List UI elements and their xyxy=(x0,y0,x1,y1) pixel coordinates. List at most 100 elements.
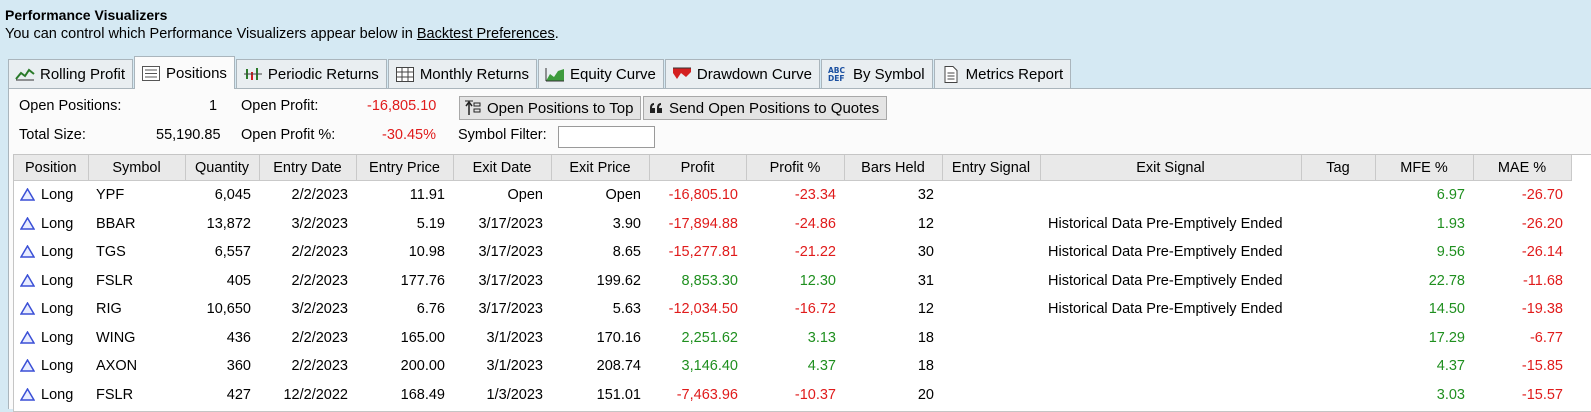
bars-held-cell: 32 xyxy=(917,187,934,204)
tab-label: Drawdown Curve xyxy=(696,65,812,83)
entry-price-cell: 6.76 xyxy=(416,301,445,318)
column-header[interactable]: Quantity xyxy=(185,155,260,181)
exit-price-cell: 208.74 xyxy=(596,358,641,375)
column-header[interactable]: Exit Signal xyxy=(1040,155,1302,181)
position-cell: Long xyxy=(14,381,88,410)
entry-price-cell: 11.91 xyxy=(409,187,445,204)
table-row[interactable]: Long YPF 6,045 2/2/2023 11.91 Open Open -16,805… xyxy=(14,181,1571,210)
profit-cell: -7,463.96 xyxy=(676,386,738,403)
column-header[interactable]: Tag xyxy=(1301,155,1376,181)
send-open-positions-to-quotes-button[interactable]: Send Open Positions to Quotes xyxy=(643,96,888,120)
table-row[interactable]: Long AXON 360 2/2/2023 200.00 3/1/2023 208.74 3… xyxy=(14,352,1571,381)
open-positions-to-top-button[interactable]: Open Positions to Top xyxy=(459,96,642,120)
bars-held-cell: 30 xyxy=(917,244,934,261)
quantity-cell: 10,650 xyxy=(206,301,251,318)
entry-date-cell: 3/2/2023 xyxy=(291,215,348,232)
button-label: Send Open Positions to Quotes xyxy=(669,99,880,117)
column-header[interactable]: Profit xyxy=(649,155,747,181)
bars-held-cell: 31 xyxy=(917,272,934,289)
entry-signal-cell xyxy=(942,324,1040,353)
symbol-cell: BBAR xyxy=(96,215,136,232)
column-header[interactable]: Entry Signal xyxy=(942,155,1041,181)
column-header[interactable]: MAE % xyxy=(1473,155,1572,181)
entry-price-cell: 168.49 xyxy=(400,386,445,403)
table-row[interactable]: Long TGS 6,557 2/2/2023 10.98 3/17/2023 8.65 -1… xyxy=(14,238,1571,267)
mae-cell: -26.14 xyxy=(1521,244,1563,261)
open-positions-label: Open Positions: xyxy=(19,98,122,114)
page-subtitle: You can control which Performance Visual… xyxy=(5,25,559,44)
position-label: Long xyxy=(41,386,74,403)
column-header[interactable]: Exit Price xyxy=(551,155,650,181)
position-cell: Long xyxy=(14,324,88,353)
tab-periodic-returns[interactable]: Periodic Returns xyxy=(235,59,387,88)
position-label: Long xyxy=(41,215,74,232)
positions-list-icon xyxy=(141,65,161,81)
tag-cell xyxy=(1301,352,1375,381)
position-label: Long xyxy=(41,272,74,289)
table-row[interactable]: Long FSLR 427 12/2/2022 168.49 1/3/2023 151.01… xyxy=(14,381,1571,410)
exit-signal-cell: Historical Data Pre-Emptively Ended xyxy=(1048,301,1283,318)
mae-cell: -19.38 xyxy=(1521,301,1563,318)
mfe-cell: 4.37 xyxy=(1436,358,1465,375)
exit-signal-cell xyxy=(1040,381,1301,410)
profit-cell: 3,146.40 xyxy=(681,358,738,375)
position-cell: Long xyxy=(14,267,88,296)
symbol-cell: WING xyxy=(96,329,136,346)
mfe-cell: 22.78 xyxy=(1428,272,1465,289)
exit-price-cell: 5.63 xyxy=(612,301,641,318)
column-header[interactable]: Bars Held xyxy=(844,155,943,181)
table-row[interactable]: Long BBAR 13,872 3/2/2023 5.19 3/17/2023 3.90 -… xyxy=(14,210,1571,239)
bars-held-cell: 12 xyxy=(917,301,934,318)
entry-signal-cell xyxy=(942,238,1040,267)
tab-by-symbol[interactable]: ABC DEF By Symbol xyxy=(820,59,933,88)
entry-signal-cell xyxy=(942,267,1040,296)
column-header[interactable]: Entry Price xyxy=(356,155,454,181)
tab-metrics-report[interactable]: Metrics Report xyxy=(933,59,1072,88)
tab-label: Periodic Returns xyxy=(267,65,379,83)
tag-cell xyxy=(1301,210,1375,239)
long-triangle-icon xyxy=(20,273,35,287)
table-row[interactable]: Long FSLR 405 2/2/2023 177.76 3/17/2023 199.62… xyxy=(14,267,1571,296)
entry-price-cell: 177.76 xyxy=(400,272,445,289)
entry-price-cell: 10.98 xyxy=(408,244,445,261)
svg-text:ABC: ABC xyxy=(828,66,846,75)
total-size-value: 55,190.85 xyxy=(156,127,221,143)
quantity-cell: 436 xyxy=(226,329,251,346)
quantity-cell: 360 xyxy=(226,358,251,375)
abc-def-icon: ABC DEF xyxy=(828,66,848,82)
exit-signal-cell: Historical Data Pre-Emptively Ended xyxy=(1048,215,1283,232)
position-label: Long xyxy=(41,329,74,346)
entry-date-cell: 2/2/2023 xyxy=(291,187,348,204)
symbol-cell: YPF xyxy=(96,187,125,204)
profit-pct-cell: -23.34 xyxy=(794,187,836,204)
column-header[interactable]: Profit % xyxy=(746,155,845,181)
table-row[interactable]: Long RIG 10,650 3/2/2023 6.76 3/17/2023 5.63 -1… xyxy=(14,295,1571,324)
exit-date-cell: 3/17/2023 xyxy=(478,301,543,318)
quantity-cell: 6,557 xyxy=(214,244,251,261)
exit-price-cell: 151.01 xyxy=(596,386,641,403)
tab-monthly-returns[interactable]: Monthly Returns xyxy=(387,59,538,88)
symbol-filter-input[interactable] xyxy=(558,126,655,148)
periodic-returns-icon xyxy=(243,66,263,82)
column-header[interactable]: Position xyxy=(14,155,89,181)
exit-price-cell: 170.16 xyxy=(596,329,641,346)
positions-table: Position Symbol Quantity Entry Date Entry Pr… xyxy=(14,155,1572,409)
bars-held-cell: 18 xyxy=(917,358,934,375)
drawdown-curve-icon xyxy=(672,66,692,82)
tab-rolling-profit[interactable]: Rolling Profit xyxy=(8,59,134,88)
tab-equity-curve[interactable]: Equity Curve xyxy=(538,59,664,88)
tab-drawdown-curve[interactable]: Drawdown Curve xyxy=(664,59,820,88)
column-header[interactable]: Exit Date xyxy=(453,155,552,181)
column-header[interactable]: MFE % xyxy=(1375,155,1474,181)
tab-positions[interactable]: Positions xyxy=(134,56,235,89)
position-label: Long xyxy=(41,358,74,375)
table-row[interactable]: Long WING 436 2/2/2023 165.00 3/1/2023 170.16 2… xyxy=(14,324,1571,353)
table-body: Long YPF 6,045 2/2/2023 11.91 Open Open -16,805… xyxy=(14,181,1571,410)
mfe-cell: 3.03 xyxy=(1436,386,1465,403)
entry-price-cell: 200.00 xyxy=(400,358,445,375)
long-triangle-icon xyxy=(20,387,35,401)
mae-cell: -26.20 xyxy=(1521,215,1563,232)
column-header[interactable]: Entry Date xyxy=(259,155,357,181)
backtest-preferences-link[interactable]: Backtest Preferences xyxy=(416,26,555,42)
column-header[interactable]: Symbol xyxy=(88,155,186,181)
